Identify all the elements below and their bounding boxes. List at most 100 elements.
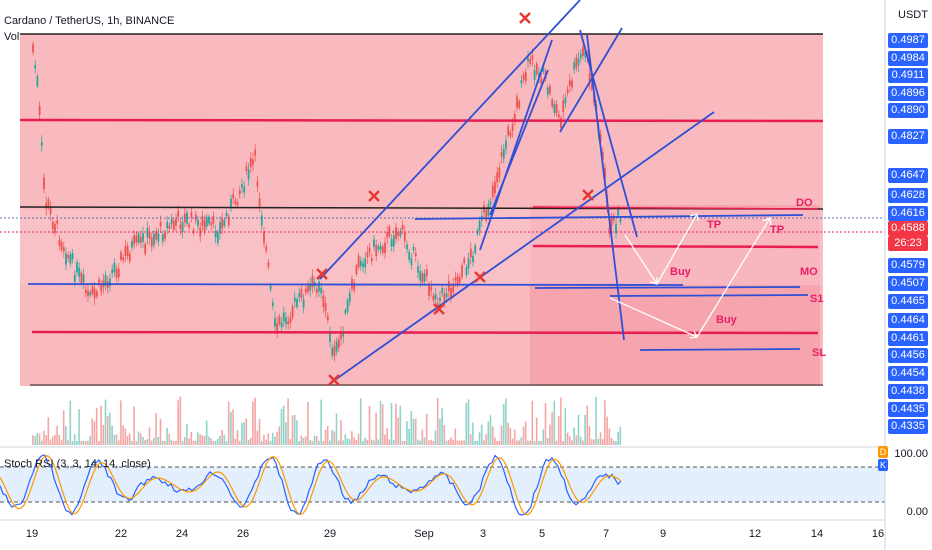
volume-bar xyxy=(80,440,83,445)
volume-bar xyxy=(230,411,232,445)
candle-body xyxy=(359,260,362,267)
volume-bar xyxy=(296,420,298,445)
volume-bar xyxy=(511,438,514,445)
candle-body xyxy=(73,274,76,282)
volume-bar xyxy=(342,440,344,445)
volume-bar xyxy=(432,440,435,445)
candle-body xyxy=(124,246,127,256)
volume-bar xyxy=(139,433,142,445)
volume-bar xyxy=(194,440,197,445)
candle-body xyxy=(566,89,569,94)
volume-bar xyxy=(452,439,454,445)
volume-bar xyxy=(236,430,239,445)
volume-bar xyxy=(106,416,109,445)
candle-body xyxy=(355,265,358,275)
candle-body xyxy=(377,246,380,250)
volume-bar xyxy=(324,429,327,445)
symbol-title[interactable]: Cardano / TetherUS, 1h, BINANCE xyxy=(4,15,175,27)
x-marker xyxy=(328,374,340,386)
date-label: 24 xyxy=(175,528,189,540)
volume-bar xyxy=(104,399,107,445)
volume-bar xyxy=(161,440,164,445)
candle-body xyxy=(243,186,246,193)
price-label: 0.4464 xyxy=(888,313,928,328)
candle-body xyxy=(36,76,39,87)
volume-bar xyxy=(520,437,523,445)
candle-body xyxy=(577,58,580,66)
volume-bar xyxy=(450,437,452,445)
volume-bar xyxy=(564,408,567,445)
stoch-title[interactable]: Stoch RSI (3, 3, 14, 14, close) xyxy=(4,458,151,470)
volume-bar xyxy=(546,437,549,445)
volume-bar xyxy=(555,440,558,445)
volume-bar xyxy=(458,440,461,445)
volume-bar xyxy=(309,440,311,445)
volume-bar xyxy=(256,430,259,445)
candle-body xyxy=(144,243,147,255)
volume-bar xyxy=(291,415,294,445)
volume-bar xyxy=(522,426,525,445)
volume-bar xyxy=(604,400,606,445)
candle-body xyxy=(527,57,529,62)
volume-bar xyxy=(203,435,206,445)
volume-bar xyxy=(557,416,560,445)
candle-body xyxy=(337,339,340,348)
volume-bar xyxy=(192,440,195,445)
candle-body xyxy=(203,220,206,231)
volume-bar xyxy=(500,425,503,445)
volume-bar xyxy=(219,436,221,445)
volume-bar xyxy=(447,440,450,445)
volume-bar xyxy=(538,441,540,445)
volume-bar xyxy=(164,440,166,445)
candle-body xyxy=(172,220,175,230)
candle-body xyxy=(414,252,417,257)
tp-label-1: TP xyxy=(707,219,722,231)
mo-label: MO xyxy=(800,266,818,278)
candle-body xyxy=(285,317,287,325)
volume-bar xyxy=(137,431,140,445)
candle-body xyxy=(157,233,160,242)
candle-body xyxy=(111,269,114,274)
candle-body xyxy=(511,124,514,132)
candle-body xyxy=(346,300,349,312)
volume-bar xyxy=(197,432,199,445)
volume-bar xyxy=(414,418,417,445)
volume-bar xyxy=(540,440,542,445)
volume-bar xyxy=(597,438,600,445)
volume-bar xyxy=(590,439,593,445)
candle-body xyxy=(115,268,118,279)
volume-bar xyxy=(205,420,208,445)
volume-bar xyxy=(335,413,338,445)
price-label: 0.4984 xyxy=(888,51,928,66)
candle-body xyxy=(54,224,56,234)
volume-bar xyxy=(117,440,120,445)
candle-body xyxy=(320,287,323,294)
volume-bar xyxy=(144,440,146,445)
price-label: 26:23 xyxy=(888,236,928,251)
candle-body xyxy=(232,194,235,199)
date-label: 12 xyxy=(748,528,762,540)
volume-bar xyxy=(428,440,430,445)
volume-bar xyxy=(375,412,377,445)
candle-body xyxy=(271,302,274,307)
volume-group xyxy=(32,396,622,445)
candle-body xyxy=(568,80,571,86)
volume-bar xyxy=(384,434,386,445)
candle-body xyxy=(159,222,162,227)
candle-body xyxy=(205,216,208,227)
candle-body xyxy=(223,219,226,226)
trendlines xyxy=(27,0,809,383)
candle-body xyxy=(604,168,606,180)
volume-bar xyxy=(100,405,102,445)
candle-body xyxy=(467,258,470,269)
candle-body xyxy=(403,232,406,242)
candle-body xyxy=(573,62,576,70)
candle-body xyxy=(82,274,85,283)
volume-bar xyxy=(337,440,340,445)
volume-label[interactable]: Vol xyxy=(4,31,20,43)
candle-body xyxy=(419,271,422,281)
candle-body xyxy=(146,228,149,238)
volume-bar xyxy=(467,399,470,445)
volume-bar xyxy=(300,435,303,445)
